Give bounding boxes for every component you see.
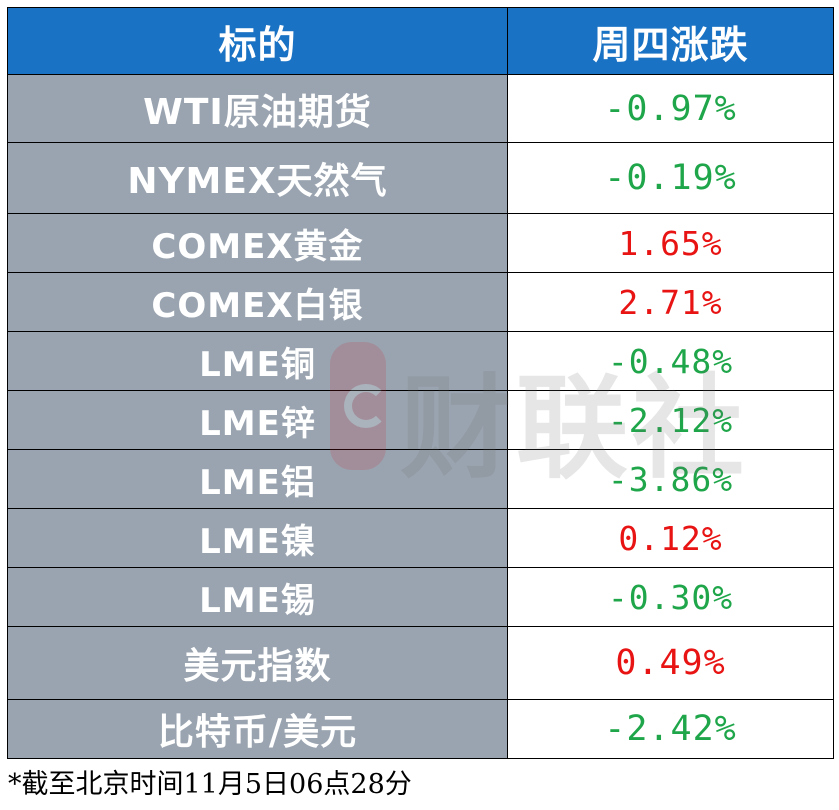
change-value: -2.42% (507, 699, 834, 759)
table-row: LME镍 0.12% (7, 508, 834, 568)
footnote: *截至北京时间11月5日06点28分 (8, 769, 412, 800)
change-value: 2.71% (507, 272, 834, 332)
asset-name: LME铜 (7, 331, 508, 391)
table-row: LME铝 -3.86% (7, 449, 834, 509)
change-value: -2.12% (507, 390, 834, 450)
header-asset: 标的 (7, 7, 508, 75)
change-value: -0.19% (507, 142, 834, 214)
asset-name: COMEX白银 (7, 272, 508, 332)
change-value: 1.65% (507, 213, 834, 273)
table-row: LME锡 -0.30% (7, 567, 834, 627)
asset-name: COMEX黄金 (7, 213, 508, 273)
change-value: -0.48% (507, 331, 834, 391)
table-row: 比特币/美元 -2.42% (7, 699, 834, 759)
asset-name: LME锡 (7, 567, 508, 627)
table-row: NYMEX天然气 -0.19% (7, 142, 834, 214)
table-body: WTI原油期货 -0.97% NYMEX天然气 -0.19% COMEX黄金 1.65% C… (7, 74, 834, 759)
asset-name: 美元指数 (7, 626, 508, 700)
header-thursday-change: 周四涨跌 (507, 7, 834, 75)
change-value: -0.97% (507, 74, 834, 143)
asset-name: LME锌 (7, 390, 508, 450)
table-row: WTI原油期货 -0.97% (7, 74, 834, 143)
change-value: -0.30% (507, 567, 834, 627)
change-value: -3.86% (507, 449, 834, 509)
market-change-table: 标的 周四涨跌 WTI原油期货 -0.97% NYMEX天然气 -0.19% COMEX… (7, 7, 834, 759)
asset-name: 比特币/美元 (7, 699, 508, 759)
table-row: COMEX白银 2.71% (7, 272, 834, 332)
table-row: LME铜 -0.48% (7, 331, 834, 391)
change-value: 0.12% (507, 508, 834, 568)
table-row: 美元指数 0.49% (7, 626, 834, 700)
asset-name: NYMEX天然气 (7, 142, 508, 214)
change-value: 0.49% (507, 626, 834, 700)
asset-name: LME镍 (7, 508, 508, 568)
asset-name: WTI原油期货 (7, 74, 508, 143)
table-header-row: 标的 周四涨跌 (7, 7, 834, 75)
table-row: LME锌 -2.12% (7, 390, 834, 450)
table-row: COMEX黄金 1.65% (7, 213, 834, 273)
asset-name: LME铝 (7, 449, 508, 509)
